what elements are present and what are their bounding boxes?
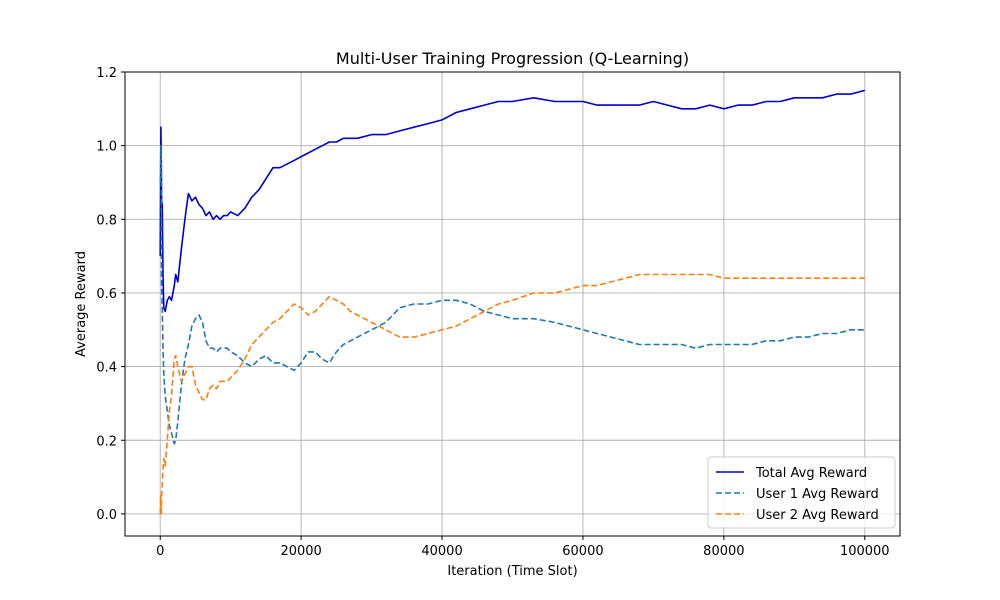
legend: Total Avg Reward User 1 Avg Reward User …	[707, 456, 896, 529]
legend-box	[707, 456, 896, 529]
plot-frame	[124, 71, 901, 537]
x-tick-label: 20000	[280, 544, 321, 559]
x-tick-label: 60000	[562, 544, 603, 559]
legend-label-user2: User 2 Avg Reward	[756, 508, 879, 523]
chart-title: Multi-User Training Progression (Q-Learn…	[336, 49, 689, 68]
legend-label-user1: User 1 Avg Reward	[756, 487, 879, 502]
series-line-user2-avg-reward	[159, 273, 865, 515]
y-tick-label: 0.6	[96, 287, 117, 302]
legend-label-total: Total Avg Reward	[755, 466, 867, 481]
y-tick-label: 0.8	[96, 213, 117, 228]
x-axis-label: Iteration (Time Slot)	[447, 564, 577, 579]
y-axis-label: Average Reward	[74, 251, 89, 357]
y-tick-label: 1.2	[96, 66, 117, 81]
x-tick-label: 40000	[421, 544, 462, 559]
x-tick-label: 80000	[703, 544, 744, 559]
y-tick-label: 1.0	[96, 140, 117, 155]
y-tick-label: 0.4	[96, 361, 117, 376]
y-tick-label: 0.2	[96, 434, 117, 449]
x-tick-label: 0	[156, 544, 164, 559]
x-tick-label: 100000	[840, 544, 890, 559]
y-tick-label: 0.0	[96, 508, 117, 523]
ticks: 0 20000 40000 60000 80000 100000 0.0 0.2 0.4 0.6 0…	[96, 66, 889, 559]
series-line-total-avg-reward	[159, 89, 866, 313]
series-layer	[159, 89, 866, 515]
series-line-user1-avg-reward	[159, 144, 865, 445]
